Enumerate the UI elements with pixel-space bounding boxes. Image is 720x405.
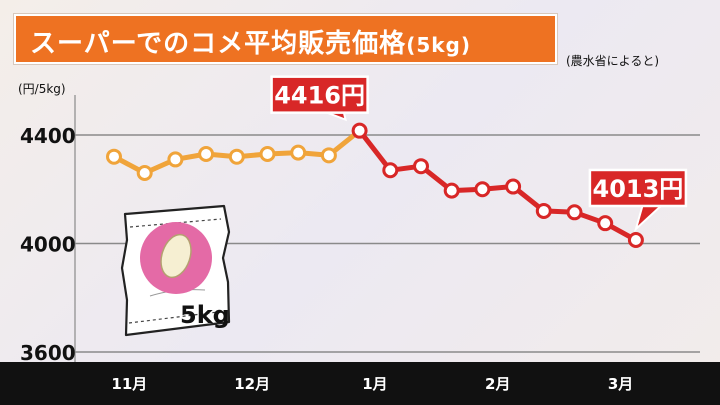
- data-point: [443, 182, 460, 199]
- callout-label: 4013円: [593, 175, 684, 203]
- data-point: [597, 215, 614, 232]
- callout-box: [270, 75, 369, 114]
- source-note: (農水省によると): [566, 54, 660, 68]
- data-point: [320, 147, 337, 164]
- rice-grain-icon: [160, 233, 192, 279]
- y-tick-label: 4000: [20, 233, 76, 257]
- data-point: [566, 204, 583, 221]
- data-point: [474, 181, 491, 198]
- data-point: [228, 148, 245, 165]
- y-tick-label: 3600: [20, 341, 76, 365]
- data-point: [167, 151, 184, 168]
- y-axis-unit-label: (円/5kg): [18, 82, 66, 96]
- y-tick-label: 4400: [20, 124, 76, 148]
- data-point: [382, 162, 399, 179]
- price-series: [106, 122, 644, 248]
- series-line-recent: [357, 128, 639, 243]
- x-axis-band-bg: [0, 362, 720, 405]
- chart-title-main: スーパーでのコメ平均販売価格: [30, 29, 407, 59]
- data-point: [413, 158, 429, 175]
- data-point: [198, 145, 215, 162]
- callout-box: [588, 168, 688, 208]
- rice-bag-illustration: 5kg: [120, 204, 231, 337]
- value-callouts: 4416円 4013円: [270, 75, 688, 233]
- data-point: [351, 122, 368, 139]
- x-tick-label: 3月: [608, 375, 633, 393]
- data-point: [259, 145, 276, 162]
- x-axis-band: 11月 12月 1月 2月 3月: [0, 362, 720, 405]
- chart-title: スーパーでのコメ平均販売価格(5kg): [30, 23, 471, 60]
- y-tick-labels: 3600 4000 4400: [20, 124, 76, 365]
- callout-label: 4416円: [274, 82, 365, 110]
- data-point: [136, 164, 153, 181]
- data-point: [505, 178, 522, 195]
- data-point: [627, 231, 644, 248]
- value-callout: 4013円: [588, 168, 688, 233]
- chart-title-unit: (5kg): [406, 33, 472, 57]
- value-callout: 4416円: [270, 75, 369, 122]
- x-tick-label: 12月: [234, 375, 270, 393]
- x-tick-label: 2月: [485, 375, 510, 393]
- x-tick-label: 1月: [362, 375, 387, 393]
- data-point: [106, 148, 122, 165]
- rice-bag-label: 5kg: [180, 301, 230, 329]
- chart-title-box: スーパーでのコメ平均販売価格(5kg): [14, 14, 557, 64]
- data-point: [290, 144, 307, 161]
- data-point: [535, 202, 552, 219]
- rice-bag-bottom-seam: [128, 310, 227, 324]
- callout-pointer: [633, 203, 665, 233]
- x-tick-label: 11月: [111, 375, 147, 393]
